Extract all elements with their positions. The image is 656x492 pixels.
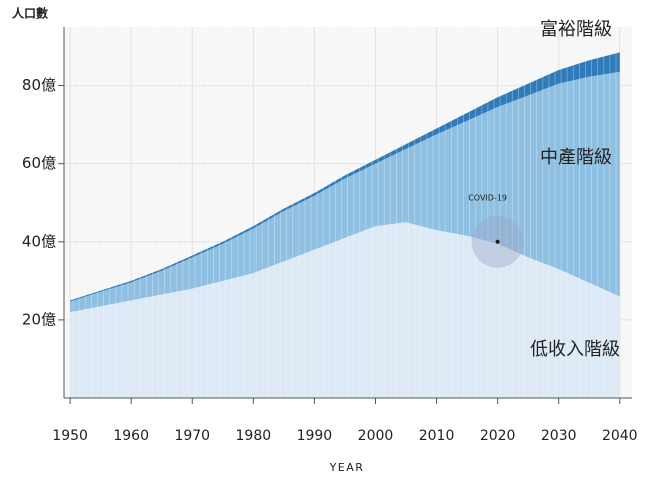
y-tick-label: 20億: [22, 310, 56, 328]
x-tick-label: 1960: [113, 428, 149, 444]
area: [70, 71, 620, 313]
x-tick-label: 1980: [236, 428, 272, 444]
x-tick-label: 1950: [52, 428, 88, 444]
series-label: 富裕階級: [540, 19, 612, 40]
y-tick-label: 40億: [22, 232, 56, 250]
covid-point: [495, 239, 500, 244]
x-tick-label: 2000: [358, 428, 394, 444]
x-tick-label: 2040: [602, 428, 638, 444]
area: [70, 52, 620, 302]
x-tick-label: 2020: [480, 428, 516, 444]
series-label: 中產階級: [540, 147, 612, 168]
area: [70, 222, 620, 398]
annotation: COVID-19: [468, 193, 507, 202]
y-tick-label: 60億: [22, 154, 56, 172]
series-label: 低收入階級: [530, 339, 620, 360]
x-tick-label: 1970: [174, 428, 210, 444]
x-tick-label: 1990: [297, 428, 333, 444]
y-tick-label: 80億: [22, 76, 56, 94]
x-tick-label: 2010: [419, 428, 455, 444]
y-axis-label: 人口數: [12, 6, 48, 21]
x-axis-label: YEAR: [329, 461, 365, 474]
x-tick-label: 2030: [541, 428, 577, 444]
